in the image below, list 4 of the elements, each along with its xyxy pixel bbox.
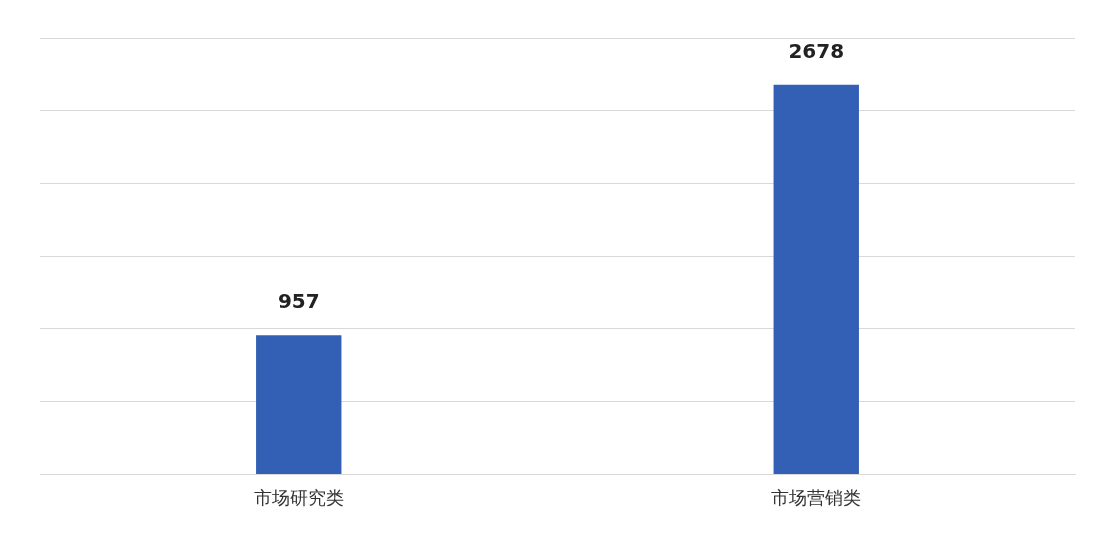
x-tick-label: 市场营销类 bbox=[771, 486, 862, 508]
x-tick-label: 市场研究类 bbox=[253, 486, 344, 508]
data-label: 957 bbox=[277, 289, 320, 314]
data-label: 2678 bbox=[788, 39, 845, 64]
